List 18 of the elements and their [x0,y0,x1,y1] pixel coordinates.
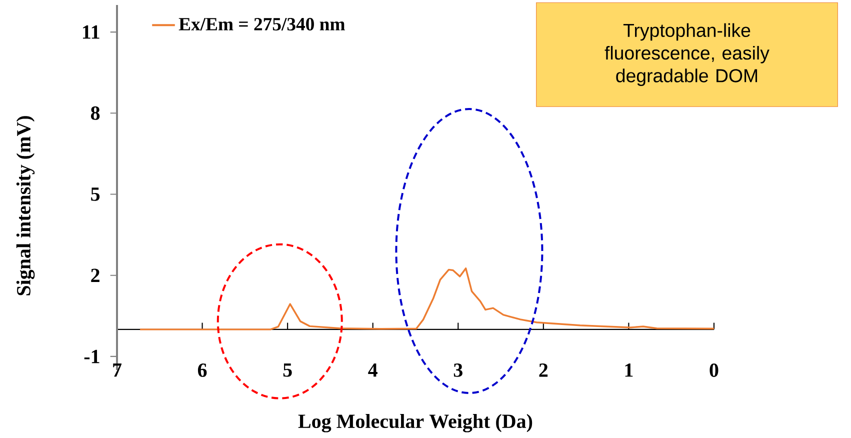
x-tick-label: 7 [113,363,122,377]
y-tick-label: 2 [91,268,100,282]
y-tick-label: 5 [91,188,100,201]
annotation: Tryptophan-like fluorescence, easily degradable DOM [604,23,770,86]
y-axis-title: Signal intensity (mV) [16,116,35,296]
x-tick-label: 3 [454,363,462,377]
legend-label: Ex/Em = 275/340 nm [178,18,345,30]
line-series [139,267,715,330]
x-axis-title: Log Molecular Weight (Da) [298,414,532,432]
x-tick-label: 2 [539,363,548,377]
y-tick-label: 8 [90,106,100,120]
y-tick-label: -1 [84,350,100,364]
y-tick-label: 11 [83,25,100,39]
x-tick-label: 1 [625,363,633,377]
x-tick-label: 5 [283,363,292,377]
x-tick-label: 0 [710,363,718,377]
x-tick-label: 6 [198,363,207,377]
x-tick-label: 4 [368,363,378,377]
